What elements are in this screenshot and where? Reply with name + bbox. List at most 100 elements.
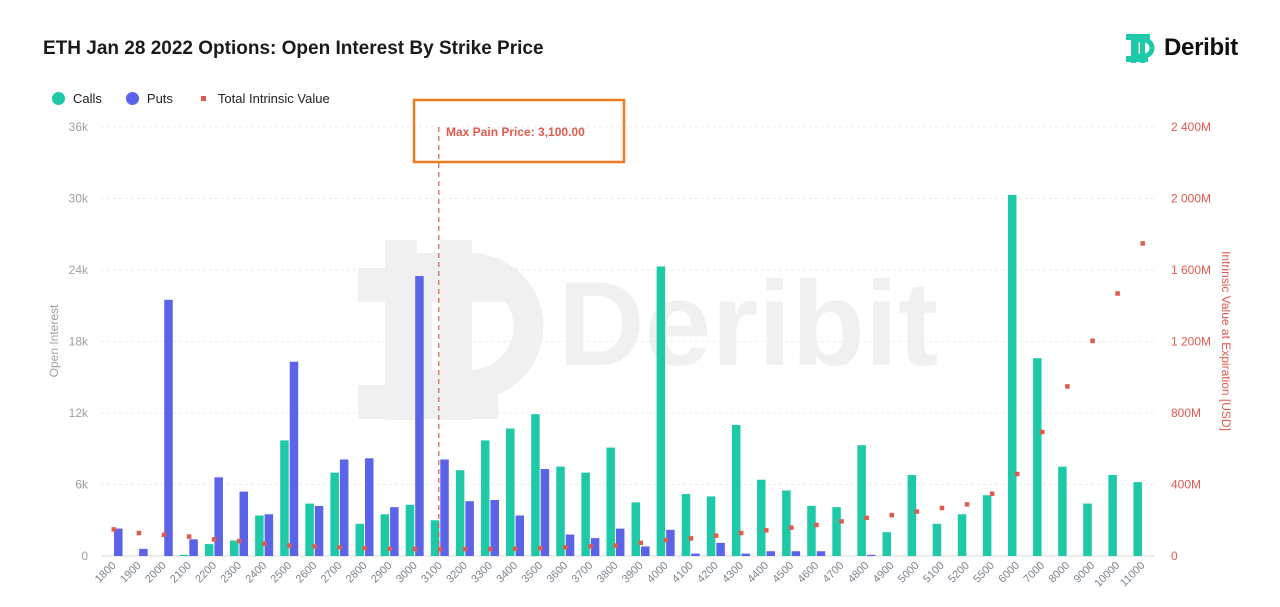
puts-swatch xyxy=(125,92,139,105)
puts-bar-3700 xyxy=(590,538,600,556)
x-tick-label: 3500 xyxy=(519,560,545,586)
x-tick-label: 4600 xyxy=(796,560,822,586)
right-axis-label: Intrinsic Value at Expiration [USD] xyxy=(1219,251,1233,431)
legend-label-puts: Puts xyxy=(146,91,173,106)
puts-bar-4200 xyxy=(716,542,725,556)
annotation-box xyxy=(412,98,626,164)
x-tick-label: 4400 xyxy=(745,560,771,586)
puts-bar-3500 xyxy=(540,469,550,556)
right-tick-label: 1 600M xyxy=(1171,263,1211,277)
x-tick-label: 5200 xyxy=(946,560,972,586)
right-tick-label: 800M xyxy=(1171,406,1201,420)
calls-bar-2900 xyxy=(380,514,390,556)
calls-bar-2300 xyxy=(230,540,239,556)
x-tick-label: 1900 xyxy=(118,560,144,586)
left-axis-ticks: 0 6k 12k 18k 24k 30k 36k xyxy=(69,120,89,563)
left-tick-label: 36k xyxy=(69,120,89,134)
right-tick-label: 0 xyxy=(1171,549,1178,563)
legend-item-calls[interactable]: Calls xyxy=(52,91,102,106)
calls-bar-4000 xyxy=(656,266,666,556)
puts-bar-4500 xyxy=(791,551,801,556)
calls-bar-10000 xyxy=(1108,474,1117,556)
calls-bar-2400 xyxy=(255,515,264,556)
watermark-text: Deribit xyxy=(558,257,938,391)
puts-bar-2400 xyxy=(264,514,274,556)
intrinsic-point-5100 xyxy=(939,505,945,511)
intrinsic-point-2200 xyxy=(211,537,217,542)
x-tick-label: 2400 xyxy=(243,560,269,586)
legend-item-puts[interactable]: Puts xyxy=(125,91,173,106)
calls-bar-3500 xyxy=(531,414,540,556)
x-tick-label: 6000 xyxy=(996,560,1022,586)
puts-bar-2600 xyxy=(314,505,324,556)
deribit-logo: Deribit xyxy=(1124,30,1238,66)
intrinsic-point-4200 xyxy=(713,533,719,538)
x-tick-label: 2300 xyxy=(218,560,244,586)
x-tick-label: 8000 xyxy=(1046,560,1072,586)
calls-bar-4700 xyxy=(832,507,841,556)
calls-bar-3900 xyxy=(631,502,641,556)
left-tick-label: 6k xyxy=(75,478,89,492)
x-tick-label: 4300 xyxy=(720,560,746,586)
puts-bar-3200 xyxy=(465,501,474,556)
calls-bar-3300 xyxy=(480,440,490,556)
x-tick-label: 4700 xyxy=(821,560,847,586)
intrinsic-point-2500 xyxy=(287,543,292,548)
intrinsic-point-4800 xyxy=(864,515,869,521)
calls-bar-7000 xyxy=(1033,358,1042,556)
left-tick-label: 12k xyxy=(69,406,89,420)
x-tick-label: 3600 xyxy=(545,560,571,586)
intrinsic-markers xyxy=(111,241,1145,552)
calls-bar-4100 xyxy=(681,494,691,556)
x-tick-label: 4200 xyxy=(695,560,721,586)
calls-bar-3800 xyxy=(606,447,615,556)
right-tick-label: 2 400M xyxy=(1171,120,1211,134)
calls-bar-4300 xyxy=(731,424,741,556)
x-tick-label: 4000 xyxy=(645,560,671,586)
intrinsic-point-8000 xyxy=(1065,384,1070,389)
intrinsic-point-3800 xyxy=(613,543,618,548)
intrinsic-point-6000 xyxy=(1014,471,1020,477)
intrinsic-point-5500 xyxy=(989,491,995,496)
bars xyxy=(114,194,1142,557)
puts-bar-4400 xyxy=(766,551,776,556)
puts-bar-4100 xyxy=(691,553,700,556)
x-tick-label: 4900 xyxy=(871,560,897,586)
x-tick-label: 3400 xyxy=(494,560,520,586)
x-tick-label: 4800 xyxy=(846,560,872,586)
x-tick-label: 3100 xyxy=(419,560,445,586)
intrinsic-point-2900 xyxy=(387,546,393,551)
intrinsic-point-1800 xyxy=(111,527,117,532)
intrinsic-point-11000 xyxy=(1140,241,1145,246)
x-tick-label: 3900 xyxy=(620,560,646,586)
puts-bar-2700 xyxy=(339,459,349,556)
puts-bar-3800 xyxy=(615,528,625,556)
calls-bar-3100 xyxy=(430,520,440,556)
intrinsic-point-5000 xyxy=(914,509,920,514)
intrinsic-swatch xyxy=(200,96,206,101)
x-tick-label: 2600 xyxy=(294,560,320,586)
intrinsic-point-3500 xyxy=(538,545,543,551)
calls-bar-6000 xyxy=(1007,194,1017,557)
puts-bar-3000 xyxy=(415,275,424,556)
calls-bar-2500 xyxy=(280,440,289,556)
legend-item-intrinsic[interactable]: Total Intrinsic Value xyxy=(197,91,330,106)
left-tick-label: 24k xyxy=(69,263,89,277)
calls-bar-3600 xyxy=(556,466,565,556)
x-tick-label: 2500 xyxy=(269,560,295,586)
left-tick-label: 0 xyxy=(81,549,88,563)
intrinsic-point-9000 xyxy=(1090,338,1095,344)
intrinsic-point-3900 xyxy=(638,540,644,546)
intrinsic-point-4300 xyxy=(738,530,744,536)
x-tick-label: 3300 xyxy=(469,560,495,586)
intrinsic-point-4900 xyxy=(889,512,894,518)
intrinsic-point-4600 xyxy=(814,522,819,528)
calls-bar-11000 xyxy=(1133,482,1142,556)
calls-bar-5500 xyxy=(982,495,992,556)
watermark-logo-icon xyxy=(358,240,544,420)
x-tick-label: 3800 xyxy=(595,560,621,586)
x-tick-label: 2900 xyxy=(369,560,395,586)
x-tick-label: 4100 xyxy=(670,560,696,586)
intrinsic-point-1900 xyxy=(136,530,142,536)
left-tick-label: 30k xyxy=(69,192,89,206)
